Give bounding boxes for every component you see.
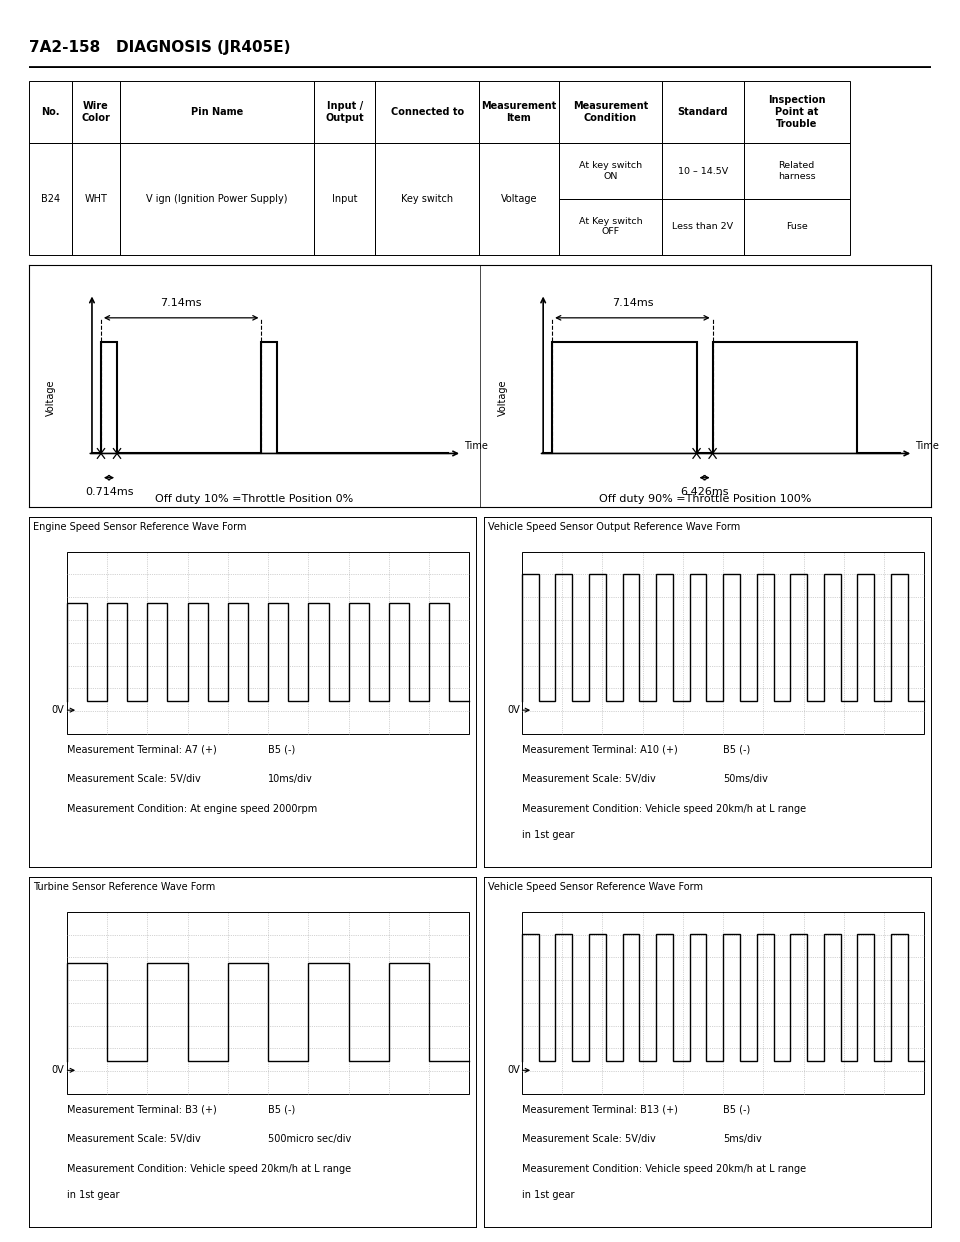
Text: in 1st gear: in 1st gear — [522, 830, 574, 840]
Bar — [662, 81, 743, 143]
Text: Measurement Condition: Vehicle speed 20km/h at L range: Measurement Condition: Vehicle speed 20k… — [522, 1164, 806, 1174]
Text: B24: B24 — [41, 194, 60, 204]
Bar — [375, 81, 479, 143]
Bar — [67, 551, 469, 734]
Bar — [120, 81, 314, 143]
Bar — [559, 81, 662, 143]
Bar — [479, 81, 559, 143]
Text: Measurement Scale: 5V/div: Measurement Scale: 5V/div — [522, 1134, 656, 1144]
Text: Input: Input — [332, 194, 357, 204]
Text: Measurement Scale: 5V/div: Measurement Scale: 5V/div — [67, 1134, 201, 1144]
Text: Measurement Scale: 5V/div: Measurement Scale: 5V/div — [67, 774, 201, 784]
Text: B5 (-): B5 (-) — [723, 744, 751, 754]
Text: in 1st gear: in 1st gear — [522, 1190, 574, 1200]
Text: Standard: Standard — [678, 107, 729, 117]
Text: Measurement Terminal: B3 (+): Measurement Terminal: B3 (+) — [67, 1104, 217, 1114]
Text: Voltage: Voltage — [46, 380, 57, 416]
Text: Measurement Condition: At engine speed 2000rpm: Measurement Condition: At engine speed 2… — [67, 804, 317, 814]
Bar — [375, 143, 479, 255]
Text: Measurement Terminal: B13 (+): Measurement Terminal: B13 (+) — [522, 1104, 678, 1114]
Text: Off duty 90% =Throttle Position 100%: Off duty 90% =Throttle Position 100% — [599, 494, 812, 504]
Bar — [29, 81, 72, 143]
Bar — [522, 912, 924, 1094]
Text: B5 (-): B5 (-) — [723, 1104, 751, 1114]
Bar — [72, 81, 120, 143]
Text: 7.14ms: 7.14ms — [160, 298, 202, 308]
Text: Time: Time — [464, 441, 488, 451]
Text: Measurement
Condition: Measurement Condition — [573, 102, 648, 123]
Text: Time: Time — [915, 441, 939, 451]
Text: 10 – 14.5V: 10 – 14.5V — [678, 166, 728, 175]
Bar — [72, 143, 120, 255]
Text: 0.714ms: 0.714ms — [84, 487, 133, 497]
Text: Off duty 10% =Throttle Position 0%: Off duty 10% =Throttle Position 0% — [156, 494, 353, 504]
Bar — [479, 143, 559, 255]
Text: Measurement Condition: Vehicle speed 20km/h at L range: Measurement Condition: Vehicle speed 20k… — [67, 1164, 351, 1174]
Text: Measurement
Item: Measurement Item — [481, 102, 557, 123]
Text: 0V: 0V — [52, 705, 64, 715]
Bar — [314, 81, 375, 143]
Text: 0V: 0V — [507, 1066, 519, 1076]
Text: Wire
Color: Wire Color — [82, 102, 110, 123]
Bar — [743, 81, 850, 143]
Text: No.: No. — [41, 107, 60, 117]
Text: 7.14ms: 7.14ms — [612, 298, 653, 308]
Text: Input /
Output: Input / Output — [325, 102, 364, 123]
Text: Voltage: Voltage — [500, 194, 537, 204]
Text: B5 (-): B5 (-) — [268, 1104, 296, 1114]
Bar — [120, 143, 314, 255]
Text: 5ms/div: 5ms/div — [723, 1134, 762, 1144]
Text: Vehicle Speed Sensor Reference Wave Form: Vehicle Speed Sensor Reference Wave Form — [489, 882, 704, 892]
Bar — [67, 912, 469, 1094]
Text: Measurement Terminal: A10 (+): Measurement Terminal: A10 (+) — [522, 744, 678, 754]
Text: At Key switch
OFF: At Key switch OFF — [579, 217, 642, 236]
Text: 10ms/div: 10ms/div — [268, 774, 313, 784]
Bar — [314, 143, 375, 255]
Text: Measurement Scale: 5V/div: Measurement Scale: 5V/div — [522, 774, 656, 784]
Bar — [29, 143, 72, 255]
Text: Key switch: Key switch — [401, 194, 453, 204]
Bar — [743, 143, 850, 199]
Text: At key switch
ON: At key switch ON — [579, 161, 642, 181]
Text: Measurement Condition: Vehicle speed 20km/h at L range: Measurement Condition: Vehicle speed 20k… — [522, 804, 806, 814]
Text: B5 (-): B5 (-) — [268, 744, 296, 754]
Bar — [559, 143, 662, 199]
Bar — [522, 551, 924, 734]
Text: 50ms/div: 50ms/div — [723, 774, 768, 784]
Text: V ign (Ignition Power Supply): V ign (Ignition Power Supply) — [146, 194, 288, 204]
Bar — [743, 199, 850, 255]
Text: Less than 2V: Less than 2V — [672, 222, 733, 231]
Text: Voltage: Voltage — [497, 380, 508, 416]
Text: 500micro sec/div: 500micro sec/div — [268, 1134, 351, 1144]
Text: 0V: 0V — [507, 705, 519, 715]
Bar — [559, 199, 662, 255]
Text: 7A2-158   DIAGNOSIS (JR405E): 7A2-158 DIAGNOSIS (JR405E) — [29, 40, 290, 55]
Bar — [662, 143, 743, 199]
Text: in 1st gear: in 1st gear — [67, 1190, 119, 1200]
Text: WHT: WHT — [84, 194, 108, 204]
Text: Measurement Terminal: A7 (+): Measurement Terminal: A7 (+) — [67, 744, 217, 754]
Text: Engine Speed Sensor Reference Wave Form: Engine Speed Sensor Reference Wave Form — [34, 522, 247, 532]
Text: Connected to: Connected to — [391, 107, 464, 117]
Text: Turbine Sensor Reference Wave Form: Turbine Sensor Reference Wave Form — [34, 882, 216, 892]
Text: Vehicle Speed Sensor Output Reference Wave Form: Vehicle Speed Sensor Output Reference Wa… — [489, 522, 740, 532]
Bar — [662, 199, 743, 255]
Text: Inspection
Point at
Trouble: Inspection Point at Trouble — [768, 96, 826, 129]
Text: Pin Name: Pin Name — [191, 107, 243, 117]
Text: Related
harness: Related harness — [778, 161, 816, 181]
Text: Fuse: Fuse — [786, 222, 807, 231]
Text: 0V: 0V — [52, 1066, 64, 1076]
Text: 6.426ms: 6.426ms — [681, 487, 729, 497]
